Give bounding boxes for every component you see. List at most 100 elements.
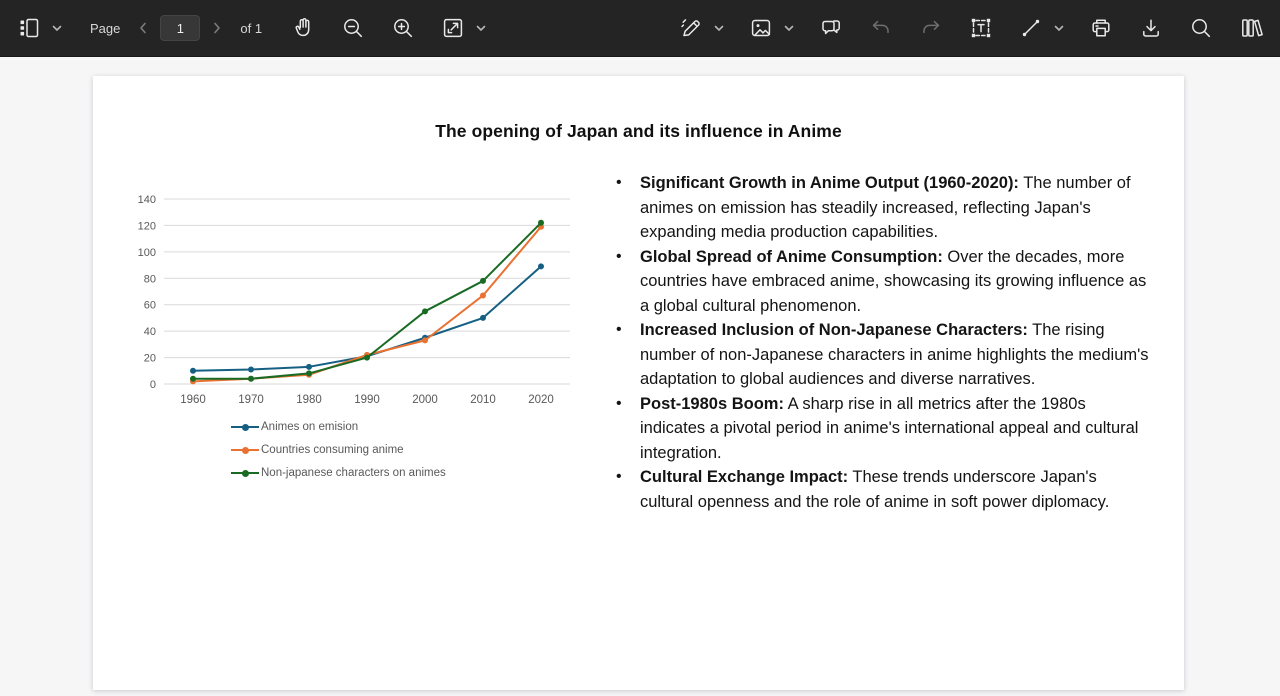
bullet-text: These trends underscore Japan's cultural…	[640, 468, 1110, 511]
svg-text:80: 80	[144, 273, 156, 285]
legend-label: Animes on emision	[261, 421, 359, 433]
bullet-item: • Global Spread of Anime Consumption: Ove…	[613, 245, 1153, 319]
bullet-bold-lead: Increased Inclusion of Non-Japanese Char…	[640, 321, 1028, 339]
text-tool-button[interactable]	[966, 11, 996, 45]
bullet-text: The rising number of non-Japanese charac…	[640, 321, 1149, 388]
insert-image-button[interactable]	[746, 11, 776, 45]
bullet-marker-icon: •	[616, 174, 622, 191]
legend-dot-marker	[242, 423, 249, 431]
pdf-page: The opening of Japan and its influence i…	[93, 76, 1184, 690]
page-number-input[interactable]	[160, 15, 201, 41]
toolbar-left-group: Page of 1	[14, 11, 488, 45]
legend-line-marker	[231, 423, 259, 431]
svg-text:140: 140	[138, 194, 156, 206]
svg-text:1990: 1990	[354, 394, 380, 406]
legend-item: Non-japanese characters on animes	[231, 466, 446, 480]
zoom-out-button[interactable]	[338, 11, 368, 45]
text-box-icon	[971, 18, 991, 38]
toolbar-right-group	[676, 11, 1266, 45]
page-label: Page	[90, 20, 121, 36]
line-shape-icon	[1022, 19, 1040, 37]
bullet-marker-icon: •	[616, 247, 622, 265]
svg-text:100: 100	[138, 247, 156, 259]
bullet-item: • Significant Growth in Anime Output (196…	[613, 171, 1153, 245]
bullet-marker-icon: •	[616, 468, 622, 485]
chevron-down-icon	[52, 25, 62, 31]
svg-text:60: 60	[144, 300, 156, 312]
bullet-marker-icon: •	[616, 394, 622, 412]
image-icon	[751, 19, 771, 37]
chart-legend: Animes on emision Countries consuming an…	[231, 420, 446, 489]
legend-line-marker	[231, 469, 259, 477]
hand-icon	[295, 18, 310, 37]
line-tool-chevron[interactable]	[1052, 11, 1066, 45]
undo-button[interactable]	[866, 11, 896, 45]
undo-icon	[872, 20, 889, 34]
pdf-toolbar: Page of 1	[0, 0, 1280, 57]
comments-icon	[822, 20, 840, 35]
fit-page-button[interactable]	[438, 11, 468, 45]
zoom-in-button[interactable]	[388, 11, 418, 45]
insert-image-chevron[interactable]	[782, 11, 796, 45]
legend-item: Countries consuming anime	[231, 443, 446, 457]
hand-tool-button[interactable]	[288, 11, 318, 45]
legend-line-marker	[231, 446, 259, 454]
svg-text:0: 0	[150, 379, 156, 391]
redo-button[interactable]	[916, 11, 946, 45]
comments-button[interactable]	[816, 11, 846, 45]
svg-text:1960: 1960	[180, 394, 206, 406]
legend-dot-marker	[242, 469, 249, 477]
prev-page-button[interactable]	[132, 11, 154, 45]
chevron-down-icon	[476, 25, 486, 31]
page-title: The opening of Japan and its influence i…	[435, 121, 842, 141]
page-count-label: of 1	[240, 20, 263, 36]
pen-icon	[681, 19, 700, 37]
bullet-marker-icon: •	[616, 321, 622, 338]
search-button[interactable]	[1186, 11, 1216, 45]
panel-chevron[interactable]	[50, 11, 64, 45]
chart-plot-area: 0 20 40 60 80 100 120 140 1960 1970 1980 1990 2000 20…	[138, 194, 570, 406]
legend-label: Countries consuming anime	[261, 444, 404, 456]
line-chart: 0 20 40 60 80 100 120 140 1960 1970 1980 1990 2000 20…	[118, 188, 586, 420]
svg-text:2020: 2020	[528, 394, 554, 406]
svg-text:1970: 1970	[238, 394, 264, 406]
library-button[interactable]	[1236, 11, 1266, 45]
bullet-text: A sharp rise in all metrics after the 19…	[640, 394, 1139, 462]
bullet-item: • Cultural Exchange Impact: These trends …	[613, 465, 1153, 514]
print-button[interactable]	[1086, 11, 1116, 45]
zoom-out-icon	[344, 19, 363, 38]
legend-dot-marker	[242, 446, 249, 454]
bullet-bold-lead: Post-1980s Boom:	[640, 394, 784, 413]
pen-tool-button[interactable]	[676, 11, 706, 45]
document-canvas[interactable]: The opening of Japan and its influence i…	[0, 57, 1280, 696]
search-icon	[1192, 19, 1211, 38]
legend-item: Animes on emision	[231, 420, 446, 434]
page-thumbnails-panel-button[interactable]	[14, 11, 44, 45]
pen-tool-chevron[interactable]	[712, 11, 726, 45]
bullet-text: Over the decades, more countries have em…	[640, 247, 1147, 315]
thumbnails-panel-icon	[20, 18, 39, 38]
chevron-down-icon	[784, 25, 794, 31]
fit-page-chevron[interactable]	[474, 11, 488, 45]
next-page-button[interactable]	[206, 11, 228, 45]
chevron-down-icon	[1054, 25, 1064, 31]
chevron-left-icon	[140, 22, 147, 34]
bullet-list: • Significant Growth in Anime Output (196…	[613, 171, 1153, 514]
legend-label: Non-japanese characters on animes	[261, 467, 446, 479]
bullet-bold-lead: Significant Growth in Anime Output (1960…	[640, 174, 1019, 192]
chevron-right-icon	[214, 22, 221, 34]
bullet-item: • Increased Inclusion of Non-Japanese Cha…	[613, 318, 1153, 392]
download-icon	[1143, 19, 1159, 37]
svg-text:2010: 2010	[470, 394, 496, 406]
chevron-down-icon	[714, 25, 724, 31]
download-button[interactable]	[1136, 11, 1166, 45]
fit-to-screen-icon	[443, 18, 463, 38]
svg-text:2000: 2000	[412, 394, 438, 406]
bullet-text: The number of animes on emission has ste…	[640, 174, 1131, 241]
printer-icon	[1092, 19, 1110, 37]
bullet-bold-lead: Global Spread of Anime Consumption:	[640, 247, 943, 266]
line-tool-button[interactable]	[1016, 11, 1046, 45]
redo-icon	[923, 20, 940, 34]
svg-text:40: 40	[144, 326, 156, 338]
zoom-in-icon	[394, 19, 413, 38]
